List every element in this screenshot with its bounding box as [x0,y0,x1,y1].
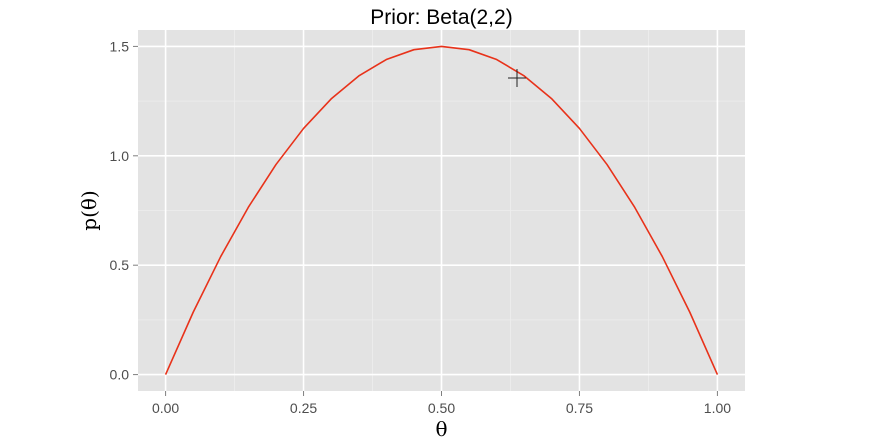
y-tick-label: 1.5 [110,38,130,54]
x-tick-label: 0.00 [152,400,179,416]
series-line-beta-prior [164,45,719,375]
y-tick-label: 0.0 [110,367,130,383]
x-tick-label: 0.50 [428,400,455,416]
x-tick-label: 0.75 [566,400,593,416]
x-axis-ticks: 0.00 0.25 0.50 0.75 1.00 [152,391,731,416]
y-axis-ticks: 0.0 0.5 1.0 1.5 [110,38,138,383]
chart-title: Prior: Beta(2,2) [370,6,512,29]
x-axis-title: θ [435,417,447,441]
major-gridlines [138,30,745,391]
y-axis-title: p(θ) [77,190,101,230]
x-tick-label: 1.00 [704,400,731,416]
y-tick-label: 1.0 [110,148,130,164]
x-tick-label: 0.25 [290,400,317,416]
y-tick-label: 0.5 [110,257,130,273]
crosshair-cursor-icon [508,69,526,87]
